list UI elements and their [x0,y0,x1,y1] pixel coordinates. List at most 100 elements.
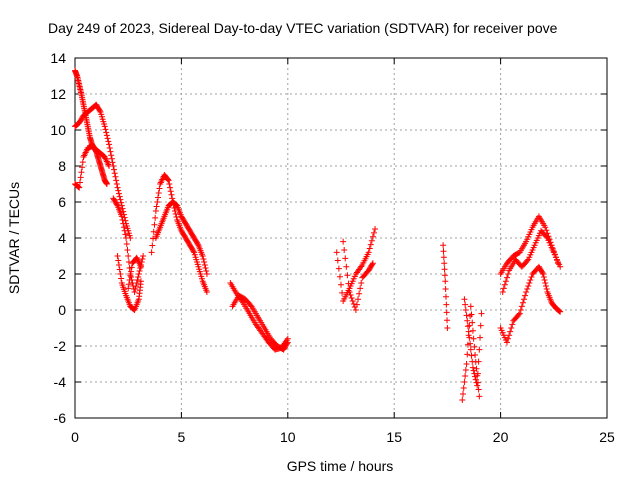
data-point [460,391,467,397]
x-tick-label: 5 [178,429,186,445]
data-point [444,317,451,324]
data-point [369,261,376,268]
data-point [472,352,479,358]
data-point [113,201,120,208]
data-point [284,340,291,347]
data-point [467,313,474,319]
data-point [366,245,373,252]
data-point [125,281,132,288]
data-point [149,242,156,249]
data-point [79,164,86,171]
data-point [467,346,474,353]
grid-lines [75,58,607,418]
data-point [201,262,208,268]
data-point [478,310,485,317]
y-tick-label: 8 [58,158,66,174]
data-point [114,253,121,259]
data-point [355,296,362,303]
data-point [155,190,162,196]
data-point [475,358,482,365]
data-point [109,159,116,166]
data-point [126,277,133,283]
data-point [469,364,476,371]
data-point [106,141,113,148]
x-tick-label: 25 [599,429,615,445]
data-point [153,203,160,210]
data-point [464,317,471,324]
data-point [463,312,470,319]
data-point [476,346,483,353]
data-point [284,339,291,346]
x-tick-label: 10 [280,429,296,445]
data-point [128,264,135,271]
data-point [152,208,159,214]
data-point [441,260,448,267]
data-point [148,249,155,256]
data-point [194,241,201,247]
data-point [107,148,114,155]
data-point [517,307,524,313]
data-point [125,253,132,259]
data-point [442,286,449,292]
data-point [523,289,530,295]
data-point [556,308,563,315]
data-point [108,155,115,162]
data-point [471,343,478,350]
data-point [462,301,469,308]
data-point [103,132,110,139]
data-point [540,271,547,277]
data-point [518,303,525,310]
axis-ticks: 0 5 10 15 20 25 -6 -4 -2 0 2 4 6 8 10 12 14 [50,50,615,445]
y-tick-label: 14 [50,50,66,66]
data-point [505,335,512,342]
data-point [503,339,510,346]
data-point [441,272,448,279]
data-point [173,214,180,220]
data-point [524,257,531,264]
data-point [113,181,120,187]
data-point [342,255,349,262]
data-point [469,358,476,365]
data-point [132,286,139,292]
data-point [519,299,526,306]
data-point [190,248,197,255]
data-point [475,386,482,393]
data-point [150,228,157,235]
y-tick-label: 4 [58,230,66,246]
data-point [368,237,375,244]
data-point [467,303,474,310]
data-point [468,352,475,359]
data-point [474,370,481,377]
data-point [502,278,509,285]
data-point [346,289,353,295]
data-point [444,325,451,331]
data-point [557,308,564,315]
data-point [117,271,124,277]
data-point [135,271,142,277]
data-point [370,229,377,236]
data-point [154,199,161,205]
data-point [443,309,450,316]
data-point [516,310,523,317]
data-point [464,323,471,330]
data-point [344,272,351,279]
data-point [372,226,379,232]
data-point [499,289,506,295]
data-point [128,268,135,275]
data-point [539,269,546,276]
data-point [369,233,376,240]
y-tick-label: 0 [58,302,66,318]
data-point [339,289,346,296]
data-point [459,397,466,403]
data-point [349,298,356,304]
data-point [472,376,479,383]
data-point [515,311,522,318]
data-point [123,241,130,247]
data-point [470,367,477,374]
x-tick-label: 0 [71,429,79,445]
data-point [166,181,173,187]
data-point [120,220,127,227]
data-point [115,187,122,194]
data-point [104,135,111,142]
data-point [168,191,175,198]
